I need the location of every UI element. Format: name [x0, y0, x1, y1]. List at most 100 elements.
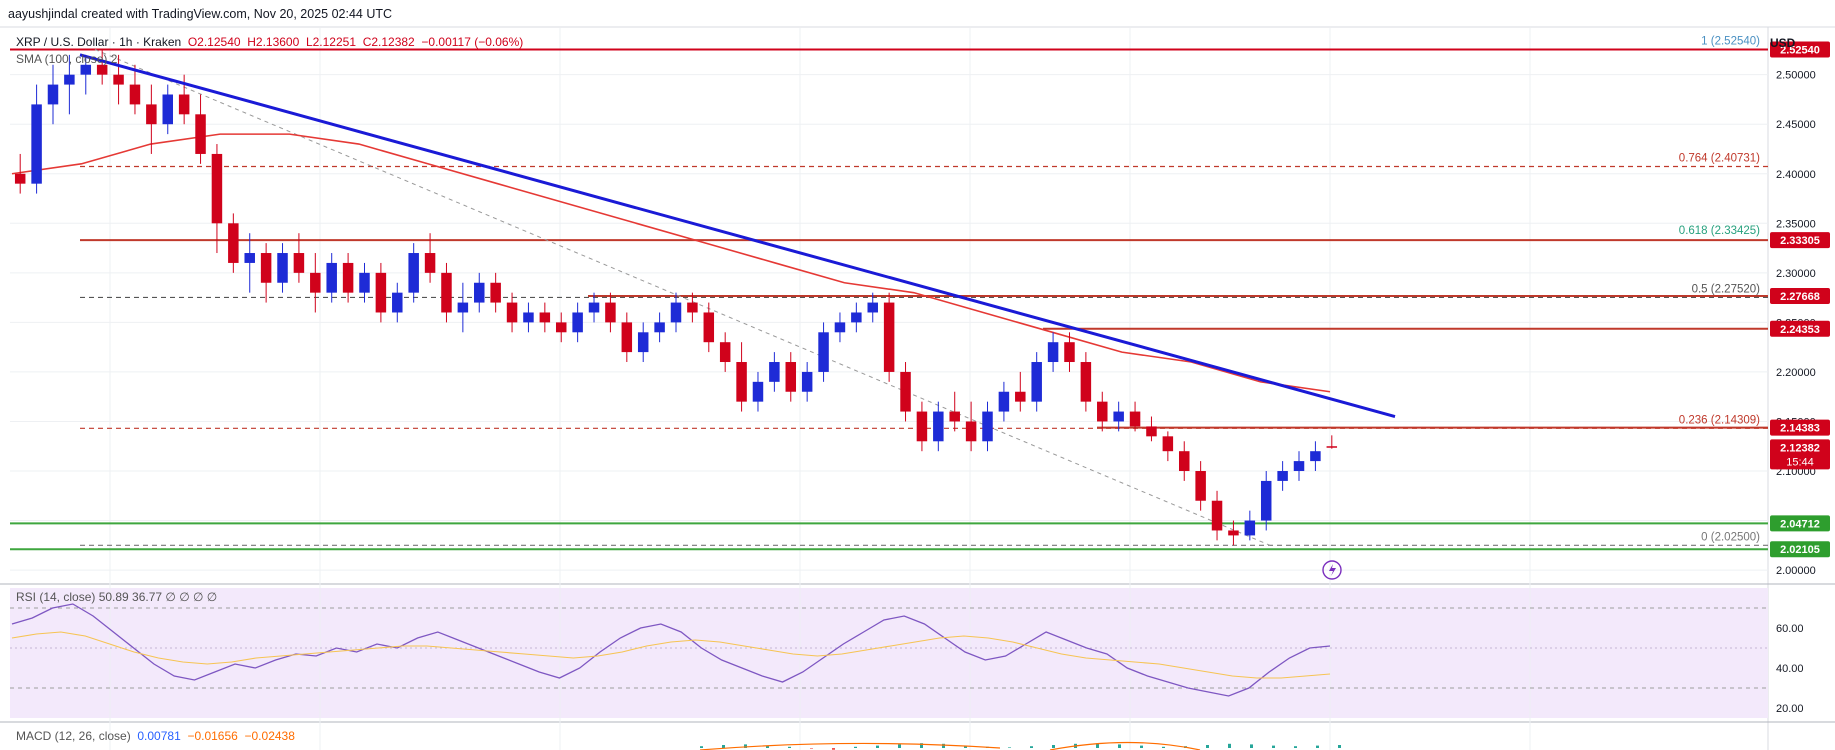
high-value: H2.13600	[247, 35, 300, 49]
candle-body	[588, 302, 600, 313]
fib-levels	[80, 49, 1768, 546]
macd-histogram-bar	[1250, 744, 1253, 748]
macd-legend[interactable]: MACD (12, 26, close) 0.00781 −0.01656 −0…	[16, 729, 295, 743]
candle-body	[965, 421, 977, 442]
price-tag-label: 2.27668	[1780, 291, 1820, 303]
macd-histogram-bar	[1338, 745, 1341, 748]
price-tag-label: 2.02105	[1780, 544, 1820, 556]
price-tag	[1770, 41, 1830, 58]
macd-histogram-bar	[920, 743, 923, 748]
macd-value: 0.00781	[137, 729, 181, 743]
candle-body	[998, 391, 1010, 412]
sma-legend[interactable]: SMA (100, close) 2	[16, 52, 118, 66]
macd-histogram-bar	[1316, 745, 1319, 748]
candle-body	[1064, 342, 1075, 363]
fib-label: 0.618 (2.33425)	[1679, 225, 1760, 237]
candle-body	[113, 74, 124, 85]
symbol-name[interactable]: XRP / U.S. Dollar · 1h · Kraken	[16, 35, 182, 49]
fib-label: 1 (2.52540)	[1701, 36, 1760, 48]
candle-body	[260, 253, 272, 283]
macd-histogram-bar	[722, 745, 725, 748]
candle-body	[474, 282, 485, 303]
candle-body	[1244, 520, 1256, 536]
candles	[14, 49, 1338, 546]
rsi-line	[11, 603, 1331, 697]
candle-body	[916, 411, 928, 442]
fib-label: 0.5 (2.27520)	[1692, 283, 1761, 295]
sma-line	[11, 133, 1331, 393]
macd-histogram-bar	[964, 745, 967, 748]
close-value: C2.12382	[362, 35, 415, 49]
rsi-tick-label: 40.00	[1776, 663, 1804, 675]
candle-body	[1097, 401, 1108, 422]
macd-histogram-bar	[788, 746, 791, 748]
candle-body	[834, 322, 846, 333]
candle-body	[96, 64, 108, 75]
candle-body	[933, 411, 944, 442]
macd-histogram-bar	[1228, 743, 1231, 748]
candle-body	[949, 411, 960, 422]
price-tag-label: 2.52540	[1780, 45, 1820, 57]
change-value: −0.00117 (−0.06%)	[421, 35, 524, 49]
macd-histogram-bar	[1008, 747, 1011, 748]
candle-body	[277, 253, 288, 283]
fib-label: 0.764 (2.40731)	[1679, 153, 1760, 165]
candle-body	[1326, 446, 1338, 448]
price-tick-label: 2.00000	[1776, 565, 1816, 577]
candle-body	[342, 262, 354, 293]
currency-label[interactable]: USD	[1770, 36, 1796, 50]
candle-body	[211, 153, 223, 224]
candle-body	[605, 302, 616, 323]
candle-body	[736, 362, 747, 402]
rsi-legend[interactable]: RSI (14, close) 50.89 36.77 ∅ ∅ ∅ ∅	[16, 590, 218, 604]
candle-body	[637, 332, 649, 353]
candle-body	[490, 282, 501, 303]
price-tag-label: 2.33305	[1780, 235, 1820, 247]
macd-histogram-bar	[832, 748, 835, 750]
candle-body	[719, 342, 731, 363]
candle-body	[703, 312, 715, 343]
price-tick-label: 2.45000	[1776, 119, 1816, 131]
candle-body	[392, 292, 403, 313]
price-tag	[1770, 320, 1830, 337]
price-tick-label: 2.20000	[1776, 367, 1816, 379]
macd-hist-value: −0.02438	[244, 729, 295, 743]
candle-body	[326, 262, 337, 293]
candle-body	[228, 223, 239, 263]
candle-body	[1031, 362, 1042, 402]
replay-icon[interactable]	[1322, 560, 1342, 580]
price-tag-label: 2.14383	[1780, 423, 1820, 435]
fib-label: 0 (2.02500)	[1701, 531, 1760, 543]
candle-body	[539, 312, 551, 323]
price-tick-label: 2.30000	[1776, 268, 1816, 280]
candle-body	[1310, 451, 1321, 462]
candle-body	[1179, 451, 1190, 472]
candle-body	[1015, 391, 1026, 402]
fib-labels: 1 (2.52540) 0.764 (2.40731) 0.618 (2.33425…	[1679, 36, 1760, 544]
macd-histogram-bar	[942, 743, 945, 748]
macd-histogram-bar	[854, 746, 857, 748]
ohlc-legend: XRP / U.S. Dollar · 1h · Kraken O2.12540…	[16, 35, 523, 49]
countdown-label: 15:44	[1786, 456, 1814, 468]
candle-body	[523, 312, 534, 323]
macd-histogram-bar	[1052, 745, 1055, 748]
candle-body	[982, 411, 993, 442]
candle-body	[178, 94, 190, 115]
candle-body	[1113, 411, 1124, 422]
price-tag	[1770, 287, 1830, 304]
candle-body	[408, 253, 419, 293]
candle-body	[900, 371, 911, 412]
macd-histogram-bar	[700, 746, 703, 748]
candle-body	[375, 272, 387, 313]
rsi-band	[10, 588, 1768, 718]
candle-body	[1277, 471, 1288, 481]
candle-body	[506, 302, 518, 323]
candle-body	[1211, 500, 1223, 531]
macd-histogram-bar	[1030, 746, 1033, 748]
candle-body	[572, 312, 583, 333]
candle-body	[129, 84, 141, 105]
price-tick-label: 2.40000	[1776, 169, 1816, 181]
candle-body	[64, 74, 75, 85]
candle-body	[801, 371, 813, 392]
